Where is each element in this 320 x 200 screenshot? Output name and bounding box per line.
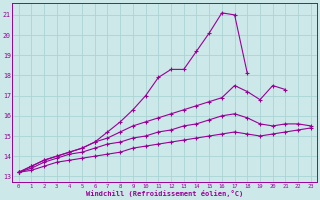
- X-axis label: Windchill (Refroidissement éolien,°C): Windchill (Refroidissement éolien,°C): [86, 190, 243, 197]
